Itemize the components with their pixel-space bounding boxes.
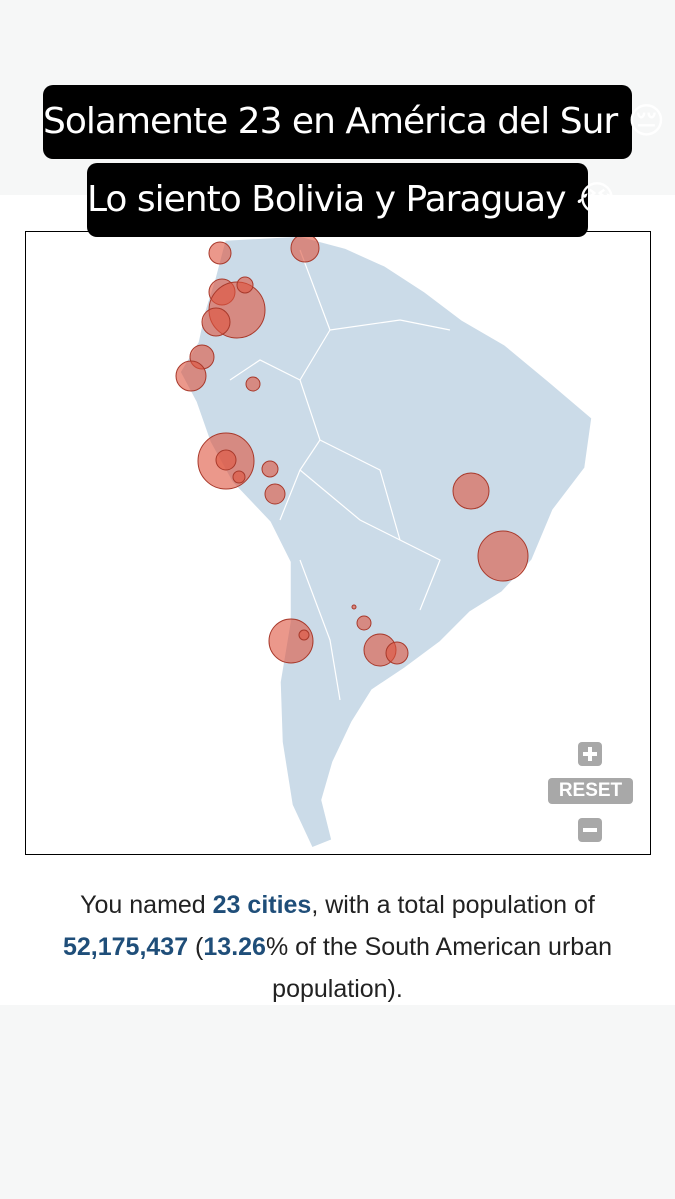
population: 52,175,437 [62, 933, 189, 961]
map [25, 231, 651, 855]
zoom-in[interactable] [578, 742, 602, 766]
summary-text: You named [80, 891, 213, 919]
plus-icon [583, 747, 597, 761]
percent: 13.26 [203, 933, 266, 961]
city-markers [175, 233, 529, 667]
summary-text: , with a total population of [311, 891, 595, 919]
minus-icon [583, 828, 597, 832]
caption-line: Lo siento Bolivia y Paraguay 😭 [87, 163, 618, 237]
south-america [179, 235, 593, 849]
city-count: 23 cities [212, 891, 312, 919]
caption-line: Solamente 23 en América del Sur 😔 [43, 85, 665, 159]
summary: You named 23 cities, with a total popula… [20, 884, 655, 1010]
reset-button[interactable]: RESET [548, 778, 633, 804]
borders [229, 249, 451, 701]
zoom-out[interactable] [578, 818, 602, 842]
summary-text: % of the South American urban population… [265, 933, 612, 1003]
summary-text: ( [188, 933, 204, 961]
